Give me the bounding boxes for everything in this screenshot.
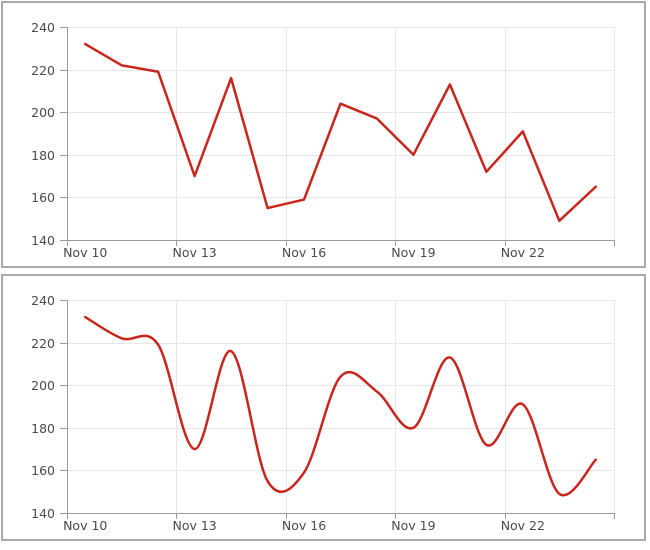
top-chart-linear-line: 140 160 180 200 220 240 Nov 10 Nov 13 Nov 16 Nov … [31,20,615,260]
top-chart-panel: 140 160 180 200 220 240 Nov 10 Nov 13 Nov 16 Nov … [1,1,646,268]
y-axis-label: 180 [31,148,55,163]
bottom-chart-panel: 140 160 180 200 220 240 Nov 10 Nov 13 Nov 16 Nov … [1,274,646,541]
y-axis-label: 180 [31,421,55,436]
x-axis-label: Nov 22 [501,518,545,533]
y-axis-label: 240 [31,20,55,35]
y-axis-label: 200 [31,378,55,393]
y-axis-label: 220 [31,63,55,78]
x-axis-label: Nov 13 [172,245,216,260]
x-axis-label: Nov 19 [391,245,435,260]
y-axis-label: 160 [31,463,55,478]
x-axis-label: Nov 16 [282,245,326,260]
y-axis-label: 220 [31,336,55,351]
series-line-linear [83,42,598,223]
x-axis-label: Nov 19 [391,518,435,533]
y-axis-label: 140 [31,233,55,248]
y-axis-label: 160 [31,190,55,205]
series-line-smooth [83,315,598,497]
x-axis-label: Nov 10 [63,245,107,260]
bottom-chart-smooth-line: 140 160 180 200 220 240 Nov 10 Nov 13 Nov 16 Nov … [31,293,615,533]
x-axis-label: Nov 22 [501,245,545,260]
y-axis-label: 140 [31,506,55,521]
y-axis-label: 200 [31,105,55,120]
y-axis-label: 240 [31,293,55,308]
x-axis-label: Nov 10 [63,518,107,533]
x-axis-label: Nov 13 [172,518,216,533]
x-axis-label: Nov 16 [282,518,326,533]
